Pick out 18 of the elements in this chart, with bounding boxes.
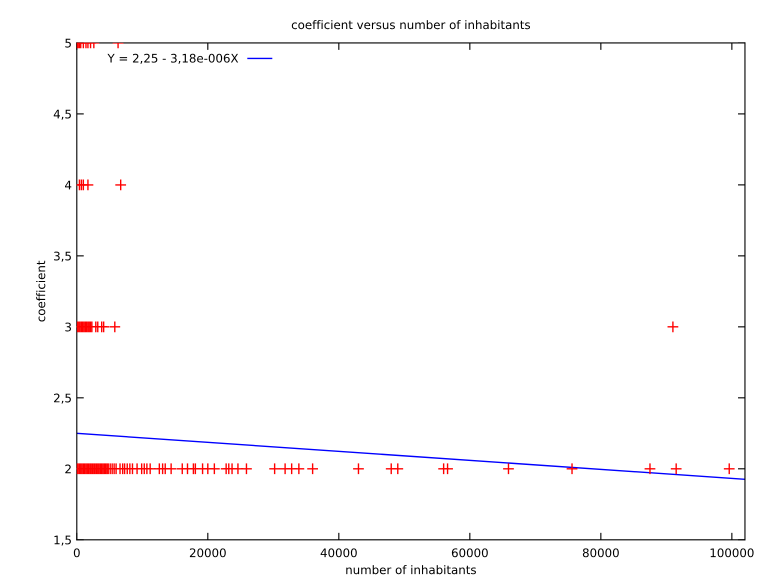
y-tick-label: 3 (65, 322, 71, 332)
legend-label: Y = 2,25 - 3,18e-006X (107, 54, 238, 64)
x-tick-label: 0 (74, 548, 80, 558)
chart-title: coefficient versus number of inhabitants (292, 20, 530, 30)
y-tick-label: 2 (65, 464, 71, 474)
y-tick-label: 1,5 (54, 536, 71, 546)
x-tick-label: 20000 (190, 548, 226, 558)
y-tick-label: 4 (65, 180, 72, 190)
x-tick-label: 40000 (320, 548, 357, 558)
y-tick-label: 3,5 (54, 252, 71, 262)
y-tick-label: 4,5 (54, 110, 71, 120)
y-axis-title: coefficient (36, 260, 46, 322)
y-tick-label: 2,5 (54, 394, 71, 404)
y-tick-label: 5 (65, 38, 71, 48)
x-tick-label: 60000 (452, 548, 488, 558)
x-tick-label: 80000 (582, 548, 619, 558)
x-axis-title: number of inhabitants (346, 565, 476, 574)
x-tick-label: 100000 (710, 548, 754, 558)
